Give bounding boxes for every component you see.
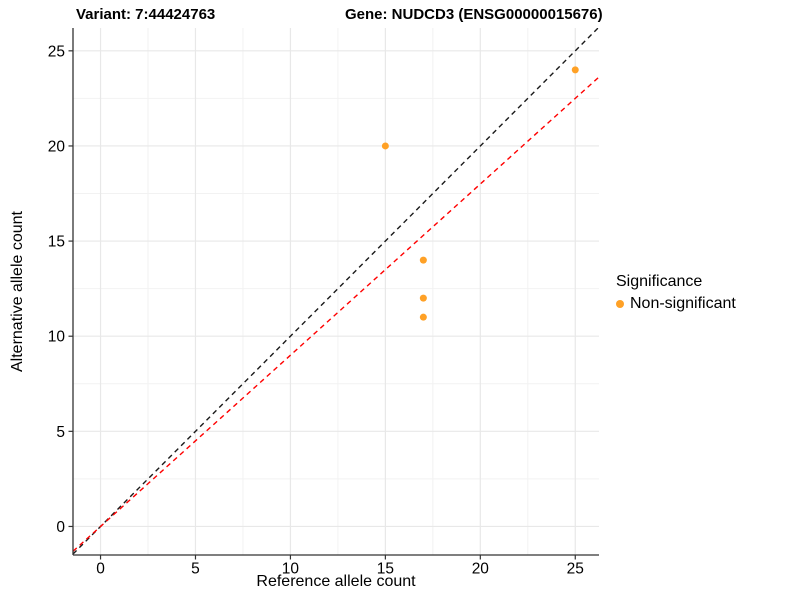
- legend-title: Significance: [616, 273, 703, 290]
- x-tick-label: 5: [191, 560, 200, 577]
- data-point: [419, 313, 427, 321]
- data-point: [571, 66, 579, 74]
- x-axis-title: Reference allele count: [256, 573, 416, 590]
- data-point: [419, 256, 427, 264]
- y-tick-label: 20: [48, 138, 66, 155]
- legend-item-label: Non-significant: [630, 295, 736, 312]
- data-point: [381, 142, 389, 150]
- variant-title: Variant: 7:44424763: [76, 6, 216, 23]
- y-tick-label: 25: [48, 43, 65, 60]
- y-tick-label: 15: [48, 234, 65, 251]
- x-tick-label: 0: [96, 560, 105, 577]
- data-point: [419, 294, 427, 302]
- x-tick-label: 15: [377, 560, 394, 577]
- identity-line: [73, 28, 599, 555]
- x-tick-label: 25: [567, 560, 584, 577]
- x-tick-label: 20: [472, 560, 490, 577]
- fit-line: [73, 76, 599, 552]
- legend-point-icon: [616, 300, 624, 308]
- y-tick-label: 0: [56, 519, 65, 536]
- y-tick-label: 10: [48, 329, 66, 346]
- legend-item: Non-significant: [616, 295, 736, 313]
- x-tick-label: 10: [282, 560, 300, 577]
- gene-title: Gene: NUDCD3 (ENSG00000015676): [345, 6, 603, 23]
- y-tick-label: 5: [56, 424, 65, 441]
- y-axis-title: Alternative allele count: [9, 211, 26, 372]
- legend: Significance Non-significant: [616, 273, 736, 313]
